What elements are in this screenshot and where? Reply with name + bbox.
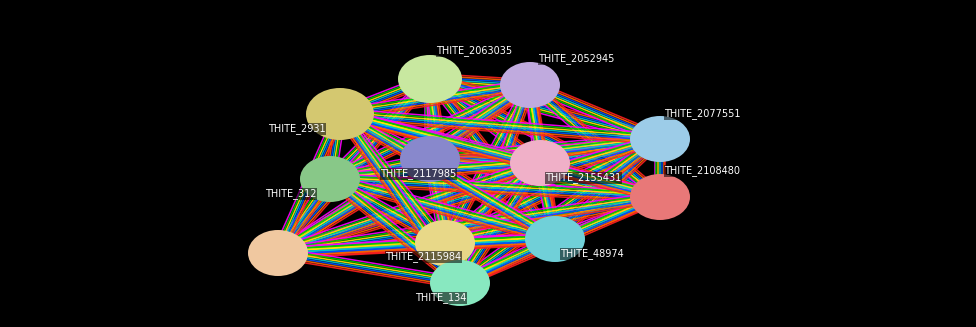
Ellipse shape [248,230,308,276]
Ellipse shape [510,140,570,186]
Text: THITE_2115984: THITE_2115984 [385,251,461,263]
Ellipse shape [430,260,490,306]
Ellipse shape [300,156,360,202]
Text: THITE_2077551: THITE_2077551 [664,109,741,119]
Ellipse shape [525,216,585,262]
Text: THITE_48974: THITE_48974 [560,249,624,259]
Ellipse shape [500,62,560,108]
Text: THITE_2117985: THITE_2117985 [380,168,456,180]
Text: THITE_2108480: THITE_2108480 [664,165,740,177]
Text: THITE_2155431: THITE_2155431 [545,173,622,183]
Text: THITE_⁠312: THITE_⁠312 [265,189,316,199]
Ellipse shape [400,136,460,182]
Text: THITE_2⁠931: THITE_2⁠931 [268,124,326,134]
Ellipse shape [306,88,374,140]
Text: THITE_2052945: THITE_2052945 [538,54,614,64]
Ellipse shape [630,174,690,220]
Ellipse shape [415,220,475,266]
Text: THITE_⁠⁠⁠134: THITE_⁠⁠⁠134 [415,293,467,303]
Text: THITE_2063035: THITE_2063035 [436,45,512,57]
Ellipse shape [630,116,690,162]
Ellipse shape [398,55,462,103]
